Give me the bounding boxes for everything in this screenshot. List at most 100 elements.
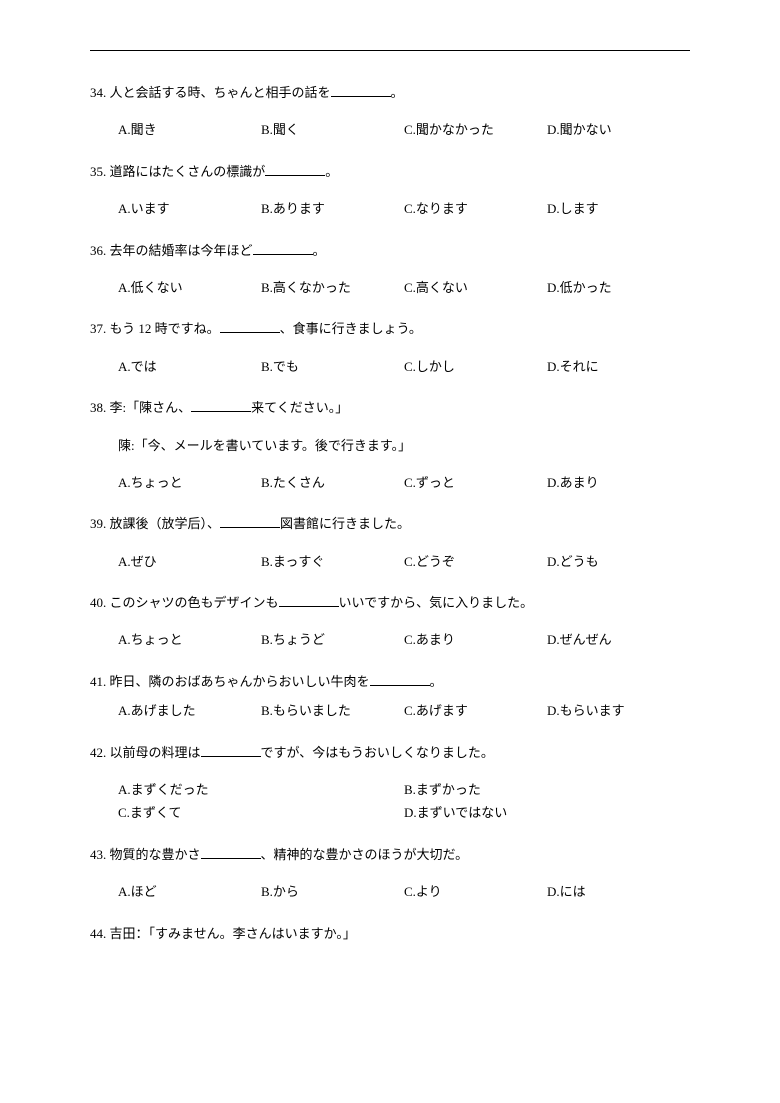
choice-option[interactable]: C.より	[404, 880, 547, 903]
fill-blank	[370, 672, 430, 686]
choice-option[interactable]: D.ぜんぜん	[547, 628, 690, 651]
choice-option[interactable]: D.まずいではない	[404, 801, 690, 824]
question-number: 44.	[90, 926, 110, 941]
choice-option[interactable]: D.には	[547, 880, 690, 903]
choices-row: A.いますB.ありますC.なりますD.します	[90, 197, 690, 220]
question-number: 36.	[90, 243, 110, 258]
choices-row: A.ほどB.からC.よりD.には	[90, 880, 690, 903]
question-post-text: いいですから、気に入りました。	[339, 595, 534, 610]
question-number: 43.	[90, 847, 110, 862]
choices-row: A.あげましたB.もらいましたC.あげますD.もらいます	[90, 699, 690, 722]
choice-option[interactable]: C.聞かなかった	[404, 118, 547, 141]
fill-blank	[191, 398, 251, 412]
question-text: 35. 道路にはたくさんの標識が。	[90, 160, 690, 183]
choice-option[interactable]: A.ちょっと	[118, 471, 261, 494]
question-pre-text: 吉田：「すみません。李さんはいますか。」	[110, 926, 356, 941]
question-post-text: 図書館に行きました。	[280, 516, 410, 531]
question-number: 34.	[90, 85, 110, 100]
question-extra-line: 陳:「今、メールを書いています。後で行きます。」	[90, 434, 690, 457]
choice-option[interactable]: B.たくさん	[261, 471, 404, 494]
fill-blank	[220, 514, 280, 528]
choices-row: A.ではB.でもC.しかしD.それに	[90, 355, 690, 378]
question-pre-text: 人と会話する時、ちゃんと相手の話を	[110, 85, 331, 100]
choice-option[interactable]: D.あまり	[547, 471, 690, 494]
choice-option[interactable]: A.ほど	[118, 880, 261, 903]
choice-option[interactable]: C.なります	[404, 197, 547, 220]
question-number: 41.	[90, 674, 110, 689]
choice-option[interactable]: A.ぜひ	[118, 550, 261, 573]
choice-option[interactable]: A.低くない	[118, 276, 261, 299]
choice-option[interactable]: A.では	[118, 355, 261, 378]
choice-option[interactable]: D.低かった	[547, 276, 690, 299]
choice-option[interactable]: C.あげます	[404, 699, 547, 722]
question-text: 42. 以前母の料理はですが、今はもうおいしくなりました。	[90, 741, 690, 764]
fill-blank	[201, 743, 261, 757]
fill-blank	[201, 845, 261, 859]
question-text: 40. このシャツの色もデザインもいいですから、気に入りました。	[90, 591, 690, 614]
question-text: 41. 昨日、隣のおばあちゃんからおいしい牛肉を。	[90, 670, 690, 693]
question-pre-text: もう 12 時ですね。	[110, 321, 220, 336]
choice-option[interactable]: A.あげました	[118, 699, 261, 722]
question: 42. 以前母の料理はですが、今はもうおいしくなりました。 A.まずくだったB.ま…	[90, 741, 690, 825]
choice-option[interactable]: B.まっすぐ	[261, 550, 404, 573]
question-text: 36. 去年の結婚率は今年ほど 。	[90, 239, 690, 262]
page-container: 34. 人と会話する時、ちゃんと相手の話を。A.聞きB.聞くC.聞かなかったD.…	[0, 0, 780, 999]
question-pre-text: 去年の結婚率は今年ほど	[110, 243, 253, 258]
choice-option[interactable]: C.しかし	[404, 355, 547, 378]
questions-list: 34. 人と会話する時、ちゃんと相手の話を。A.聞きB.聞くC.聞かなかったD.…	[90, 81, 690, 945]
choice-option[interactable]: C.高くない	[404, 276, 547, 299]
choice-option[interactable]: A.聞き	[118, 118, 261, 141]
choice-option[interactable]: B.でも	[261, 355, 404, 378]
choice-option[interactable]: D.どうも	[547, 550, 690, 573]
question-post-text: 。	[430, 674, 443, 689]
choice-option[interactable]: D.します	[547, 197, 690, 220]
choice-option[interactable]: D.それに	[547, 355, 690, 378]
question-post-text: ですが、今はもうおいしくなりました。	[261, 745, 494, 760]
choice-option[interactable]: B.聞く	[261, 118, 404, 141]
question-pre-text: 放課後（放学后）、	[110, 516, 221, 531]
question-number: 39.	[90, 516, 110, 531]
question-text: 43. 物質的な豊かさ 、精神的な豊かさのほうが大切だ。	[90, 843, 690, 866]
question-post-text: 、精神的な豊かさのほうが大切だ。	[261, 847, 469, 862]
question: 41. 昨日、隣のおばあちゃんからおいしい牛肉を。 A.あげましたB.もらいました…	[90, 670, 690, 723]
choice-option[interactable]: A.います	[118, 197, 261, 220]
choice-option[interactable]: A.まずくだった	[118, 778, 404, 801]
choices-row: A.ちょっとB.ちょうどC.あまりD.ぜんぜん	[90, 628, 690, 651]
fill-blank	[265, 162, 325, 176]
choice-option[interactable]: C.どうぞ	[404, 550, 547, 573]
question-number: 35.	[90, 164, 110, 179]
question: 38. 李:「陳さん、来てください。」陳:「今、メールを書いています。後で行きま…	[90, 396, 690, 494]
question-pre-text: 物質的な豊かさ	[110, 847, 201, 862]
choice-option[interactable]: B.まずかった	[404, 778, 690, 801]
fill-blank	[253, 241, 313, 255]
fill-blank	[331, 83, 391, 97]
choice-option[interactable]: D.聞かない	[547, 118, 690, 141]
question-post-text: 。	[313, 243, 326, 258]
choices-row: A.低くないB.高くなかったC.高くないD.低かった	[90, 276, 690, 299]
question-number: 37.	[90, 321, 110, 336]
choice-option[interactable]: D.もらいます	[547, 699, 690, 722]
choice-option[interactable]: B.ちょうど	[261, 628, 404, 651]
question-text: 44. 吉田：「すみません。李さんはいますか。」	[90, 922, 690, 945]
choice-option[interactable]: C.あまり	[404, 628, 547, 651]
choice-option[interactable]: B.から	[261, 880, 404, 903]
choices-row: A.ぜひB.まっすぐC.どうぞD.どうも	[90, 550, 690, 573]
choice-option[interactable]: C.ずっと	[404, 471, 547, 494]
question-number: 40.	[90, 595, 110, 610]
question: 39. 放課後（放学后）、 図書館に行きました。 A.ぜひB.まっすぐC.どうぞD.…	[90, 512, 690, 573]
question-post-text: 。	[391, 85, 404, 100]
choice-option[interactable]: A.ちょっと	[118, 628, 261, 651]
question-number: 38.	[90, 400, 110, 415]
question: 35. 道路にはたくさんの標識が。 A.いますB.ありますC.なりますD.します	[90, 160, 690, 221]
question-post-text: 来てください。」	[251, 400, 348, 415]
choice-option[interactable]: B.もらいました	[261, 699, 404, 722]
choice-option[interactable]: B.高くなかった	[261, 276, 404, 299]
top-rule	[90, 50, 690, 51]
question-number: 42.	[90, 745, 110, 760]
question: 37. もう 12 時ですね。 、食事に行きましょう。 A.ではB.でもC.しかしD…	[90, 317, 690, 378]
choice-option[interactable]: B.あります	[261, 197, 404, 220]
question-text: 38. 李:「陳さん、来てください。」	[90, 396, 690, 419]
question-post-text: 、食事に行きましょう。	[280, 321, 422, 336]
choice-option[interactable]: C.まずくて	[118, 801, 404, 824]
question-pre-text: 道路にはたくさんの標識が	[110, 164, 266, 179]
